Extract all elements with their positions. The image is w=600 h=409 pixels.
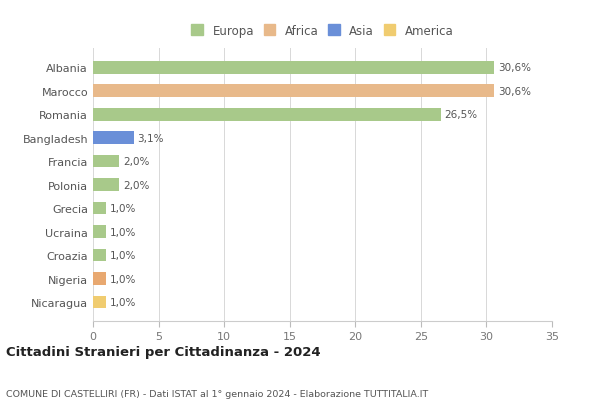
Text: 30,6%: 30,6% (498, 86, 531, 96)
Text: 2,0%: 2,0% (123, 157, 149, 166)
Bar (93, 179, 119, 191)
Text: 3,1%: 3,1% (137, 133, 164, 143)
Text: Cittadini Stranieri per Cittadinanza - 2024: Cittadini Stranieri per Cittadinanza - 2… (6, 345, 320, 358)
Text: 1,0%: 1,0% (110, 250, 136, 261)
Bar (93, 155, 119, 168)
Text: 1,0%: 1,0% (110, 204, 136, 213)
Bar (93, 108, 440, 121)
Text: 1,0%: 1,0% (110, 297, 136, 307)
Text: 26,5%: 26,5% (445, 110, 478, 120)
Text: 30,6%: 30,6% (498, 63, 531, 73)
Bar (93, 202, 106, 215)
Bar (93, 132, 134, 145)
Bar (93, 272, 106, 285)
Bar (93, 85, 494, 98)
Text: 1,0%: 1,0% (110, 274, 136, 284)
Text: 1,0%: 1,0% (110, 227, 136, 237)
Bar (93, 249, 106, 262)
Bar (93, 225, 106, 238)
Text: 2,0%: 2,0% (123, 180, 149, 190)
Bar (93, 61, 494, 74)
Bar (93, 296, 106, 309)
Legend: Europa, Africa, Asia, America: Europa, Africa, Asia, America (189, 22, 456, 40)
Text: COMUNE DI CASTELLIRI (FR) - Dati ISTAT al 1° gennaio 2024 - Elaborazione TUTTITA: COMUNE DI CASTELLIRI (FR) - Dati ISTAT a… (6, 389, 428, 398)
